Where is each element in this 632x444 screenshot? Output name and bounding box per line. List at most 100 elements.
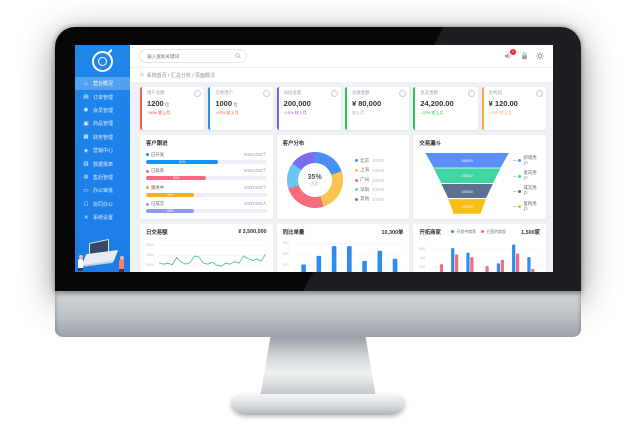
legend-label: 上海 — [360, 167, 369, 173]
stat-card: 总利润 i ¥ 120.00 ↑10% 较上月 — [481, 87, 546, 130]
info-icon[interactable]: i — [467, 90, 475, 97]
donut-center-value: 35% — [307, 173, 322, 181]
funnel-label: 复购用户 — [512, 199, 540, 214]
progress-row: 已开发 600/1000个 60% — [146, 152, 267, 164]
notification-badge: 5 — [509, 49, 516, 55]
sidebar-item-label: 营销中心 — [93, 148, 114, 155]
legend-item[interactable]: 北京 10000 — [354, 158, 384, 164]
breadcrumb-link[interactable]: 汇总分析 — [170, 72, 191, 79]
legend-label: 广州 — [360, 177, 369, 182]
panel-total: 1,500家 — [521, 229, 540, 236]
sidebar-item-label: 数据报表 — [93, 161, 114, 168]
sidebar-item-4[interactable]: ▣ 商品管理 — [75, 117, 130, 130]
y-tick-label: 900 — [282, 241, 289, 246]
sidebar-item-7[interactable]: ▥ 数据报表 — [75, 157, 130, 170]
funnel-labels: 新增用户 意向用户 成交用户 复购用户 — [512, 153, 540, 215]
legend-item[interactable]: 深圳 10000 — [354, 186, 384, 193]
progress-row-head: 已成交 400/1000人 — [146, 201, 267, 207]
legend-item[interactable]: 广州 10000 — [354, 177, 385, 183]
info-icon[interactable]: i — [330, 90, 338, 97]
progress-row-head: 跟进中 400/1000个 — [146, 185, 267, 191]
sidebar-item-5[interactable]: ▦ 财务管理 — [75, 131, 130, 144]
legend-value: 10000 — [371, 177, 385, 183]
legend-dot — [481, 230, 485, 234]
stat-card-value: ¥ 120.00 — [488, 98, 518, 108]
stat-card-value: 1000 位 — [215, 98, 238, 108]
sidebar-item-1[interactable]: ⌂ 营业概况 — [75, 77, 130, 91]
legend-dot — [518, 189, 521, 193]
panel-customer-progress: 客户跟进 已开发 600/1000个 60% 已联系 500/1000个 50% 跟进中 40… — [140, 135, 273, 219]
funnel-label: 成交用户 — [512, 184, 540, 199]
stat-card-label: 交易用户 — [215, 90, 233, 95]
grouped-bar-legend: 开发中商家 已签约商家 — [451, 229, 506, 235]
tick-line — [512, 206, 517, 208]
progress-fill: 40% — [146, 192, 195, 197]
content-area: 用户总数 i 1200 位 ↑10% 较上月 交易用户 i 1000 位 ↑10% 较上月 访问… — [130, 82, 553, 272]
legend-dot — [518, 159, 521, 163]
legend-label: 深圳 — [360, 186, 369, 192]
progress-label: 已成交 — [151, 201, 165, 207]
breadcrumb-link[interactable]: 系统首页 — [146, 72, 167, 79]
sidebar-item-8[interactable]: ◍ 售后管理 — [75, 171, 130, 184]
donut-chart: 35% 占比 — [286, 152, 343, 208]
legend-item[interactable]: 开发中商家 — [451, 229, 476, 235]
legend-item[interactable]: 已签约商家 — [481, 229, 506, 235]
breadcrumb-link[interactable]: 页面概况 — [195, 72, 216, 79]
bottom-panels: 日交易额 ¥ 3,500,000 6000 4000 2000 同比单量 10,30… — [140, 223, 547, 272]
info-icon[interactable]: i — [262, 90, 270, 97]
panel-customer-distribution: 客户分布 35% 占比 北京 10000 上海 10000 广州 10000 深圳 10000… — [276, 135, 410, 219]
legend-item[interactable]: 上海 10000 — [354, 167, 384, 173]
illustration-person — [78, 255, 83, 271]
progress-row-head: 已联系 500/1000个 — [146, 168, 267, 174]
funnel-layer: 20000 — [441, 183, 494, 199]
line-chart: 6000 4000 2000 — [146, 239, 267, 272]
funnel-label: 意向用户 — [512, 168, 540, 183]
sidebar-item-9[interactable]: ▭ 办公审批 — [75, 184, 130, 197]
funnel-label: 新增用户 — [512, 153, 540, 168]
stat-card-value: 24,200.00 — [420, 98, 454, 108]
stat-cards-row: 用户总数 i 1200 位 ↑10% 较上月 交易用户 i 1000 位 ↑10% 较上月 访问… — [140, 87, 546, 130]
search-input[interactable] — [145, 52, 232, 60]
info-icon[interactable]: i — [535, 90, 543, 97]
funnel-layer: 30000 — [425, 153, 509, 168]
info-icon[interactable]: i — [194, 90, 202, 97]
sidebar-item-3[interactable]: ◉ 会员管理 — [75, 104, 130, 117]
stat-card-value: 200,000 — [283, 98, 311, 108]
legend-dot — [354, 168, 358, 172]
breadcrumb-separator: / — [190, 72, 195, 79]
lock-icon[interactable] — [520, 52, 528, 60]
y-tick-label: 300 — [282, 262, 289, 267]
notification-icon[interactable]: 5 — [504, 49, 516, 60]
legend-dot — [451, 230, 455, 234]
grouped-bar-chart: 600 400 200 — [419, 239, 540, 272]
app-logo[interactable] — [75, 45, 130, 77]
home-icon: ⌂ — [140, 72, 144, 78]
legend-dot — [146, 169, 149, 173]
breadcrumb: ⌂ 系统首页 / 汇总分析 / 页面概况 — [130, 68, 553, 82]
sidebar-item-10[interactable]: ◻ 协同办公 — [75, 198, 130, 211]
stat-card: 交易用户 i 1000 位 ↑10% 较上月 — [208, 87, 273, 130]
gear-icon[interactable] — [536, 52, 544, 60]
stat-card-value: ¥ 80,000 — [351, 98, 382, 108]
legend-label: 其他 — [360, 196, 369, 202]
sidebar-item-2[interactable]: ▤ 订单管理 — [75, 90, 130, 103]
cowork-icon: ◻ — [83, 201, 89, 208]
legend-dot — [354, 188, 358, 192]
sidebar-item-11[interactable]: ✳ 系统设置 — [75, 211, 130, 224]
legend-item[interactable]: 其他 10000 — [354, 196, 384, 202]
breadcrumb-items: 系统首页 / 汇总分析 / 页面概况 — [147, 72, 215, 79]
info-icon[interactable]: i — [399, 90, 407, 97]
y-tick-label: 600 — [282, 251, 289, 256]
search-box[interactable] — [139, 49, 247, 63]
progress-value: 600/1000个 — [243, 151, 267, 157]
announce-icon — [504, 53, 511, 59]
funnel-label-text: 复购用户 — [523, 200, 537, 212]
monitor-chin — [55, 291, 581, 337]
y-tick-label: 4000 — [146, 252, 154, 257]
stat-card-trend: ↑10% 较上月 — [215, 110, 239, 115]
sidebar-item-6[interactable]: ◈ 营销中心 — [75, 144, 130, 157]
illustration-laptop-base — [81, 249, 119, 266]
progress-track: 40% — [146, 209, 267, 214]
progress-label: 已联系 — [151, 168, 165, 174]
